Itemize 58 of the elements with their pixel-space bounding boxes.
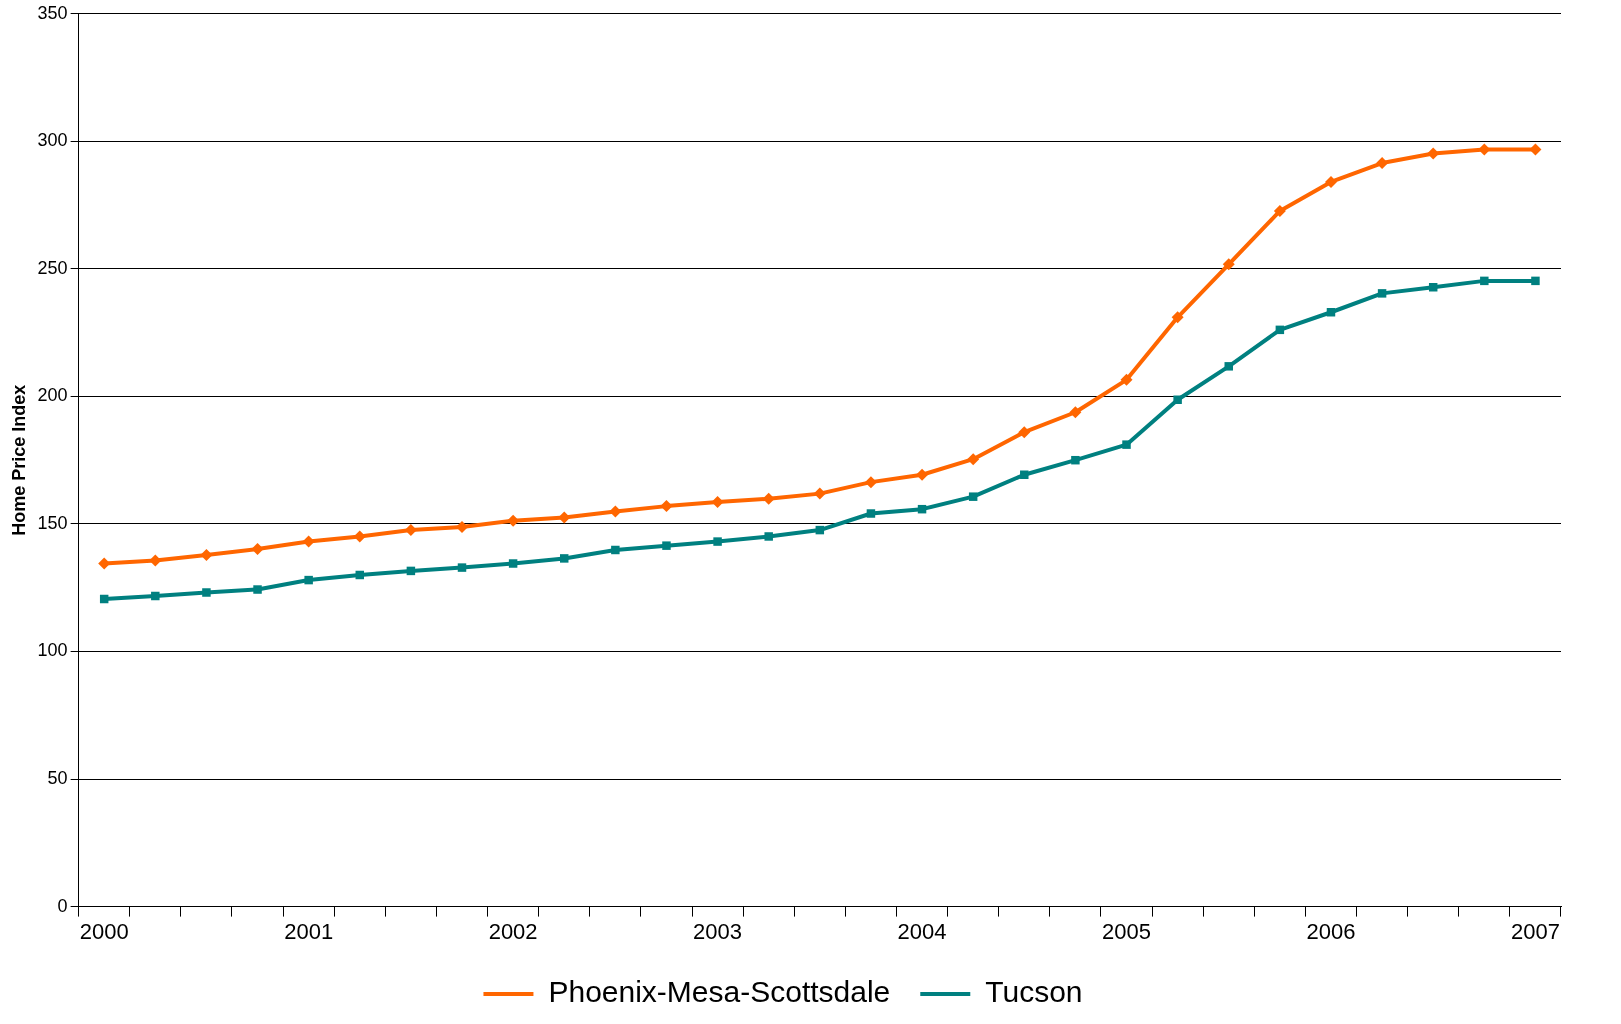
point bbox=[864, 476, 877, 489]
point bbox=[1480, 276, 1489, 286]
point bbox=[559, 554, 569, 563]
y-tick-label: 50 bbox=[47, 768, 68, 789]
x-tick-label: 2001 bbox=[284, 918, 334, 944]
point bbox=[202, 588, 211, 597]
y-tick-label: 300 bbox=[37, 130, 68, 151]
y-tick-label: 200 bbox=[37, 385, 68, 406]
x-tick-label: 2006 bbox=[1306, 918, 1356, 944]
y-tick-label: 150 bbox=[37, 512, 68, 533]
point bbox=[916, 468, 929, 481]
point bbox=[1069, 406, 1082, 419]
point bbox=[1018, 426, 1031, 439]
y-axis-title: Home Price Index bbox=[8, 384, 29, 536]
point bbox=[304, 575, 313, 585]
y-tick-label: 0 bbox=[57, 895, 68, 916]
point bbox=[660, 500, 673, 513]
legend-label: Tucson bbox=[985, 975, 1083, 1009]
point bbox=[1171, 311, 1184, 324]
point bbox=[611, 545, 620, 555]
point bbox=[762, 492, 775, 505]
x-tick-label: 2005 bbox=[1102, 918, 1151, 944]
point bbox=[457, 563, 467, 572]
point bbox=[813, 487, 826, 500]
point bbox=[764, 532, 773, 541]
point bbox=[1120, 373, 1133, 386]
x-tick-label: 2004 bbox=[897, 918, 947, 944]
y-tick-label: 100 bbox=[37, 640, 68, 661]
point bbox=[1122, 440, 1131, 449]
point bbox=[1222, 258, 1235, 271]
y-tick-label: 350 bbox=[37, 2, 68, 23]
point bbox=[967, 453, 980, 466]
point bbox=[1273, 204, 1286, 217]
point bbox=[711, 496, 724, 509]
point bbox=[1020, 470, 1029, 479]
point bbox=[508, 559, 518, 568]
point bbox=[866, 509, 876, 518]
point bbox=[1324, 175, 1337, 188]
point bbox=[713, 537, 722, 546]
x-tick-label: 2007 bbox=[1510, 918, 1560, 944]
point bbox=[1377, 289, 1387, 298]
point bbox=[662, 541, 671, 550]
point bbox=[456, 521, 468, 534]
y-tick-label: 250 bbox=[37, 257, 68, 278]
point bbox=[151, 591, 160, 601]
point bbox=[200, 549, 213, 562]
point bbox=[1224, 362, 1233, 371]
point bbox=[253, 585, 262, 594]
x-tick-label: 2002 bbox=[488, 918, 538, 944]
x-tick-label: 2003 bbox=[693, 918, 743, 944]
point bbox=[968, 492, 978, 501]
point bbox=[1173, 395, 1182, 404]
x-tick-label: 2000 bbox=[79, 918, 129, 944]
legend-label: Phoenix-Mesa-Scottsdale bbox=[548, 975, 891, 1009]
point bbox=[1531, 276, 1540, 286]
point bbox=[558, 511, 571, 524]
point bbox=[251, 542, 264, 555]
point bbox=[1071, 455, 1080, 465]
